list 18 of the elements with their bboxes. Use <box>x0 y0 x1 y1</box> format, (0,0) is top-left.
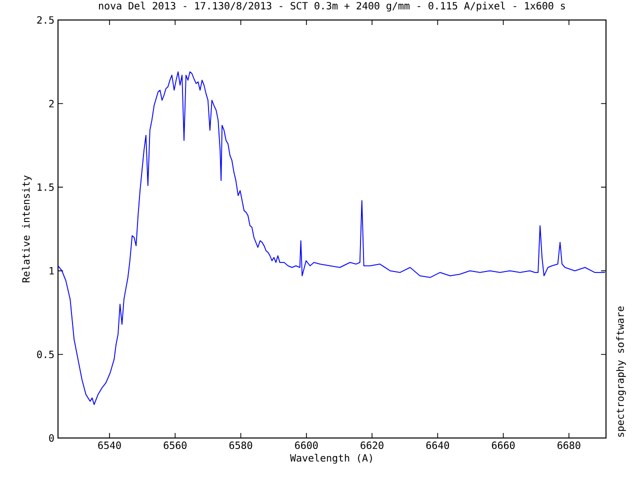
chart-title: nova Del 2013 - 17.130/8/2013 - SCT 0.3m + 2400 g/mm - 0.115 A/pixel - 1x600 s <box>99 2 565 12</box>
x-tick-label: 6640 <box>426 442 450 450</box>
y-tick-label: 1 <box>50 267 54 274</box>
y-tick-label: 1.5 <box>38 183 54 191</box>
text: spectrography software <box>616 306 626 437</box>
x-tick-label: 6620 <box>360 442 384 450</box>
x-tick-label: 6680 <box>558 442 580 450</box>
x-axis-title: Wavelength (A) <box>290 454 372 464</box>
y-tick-label: 0 <box>49 434 54 442</box>
y-axis-title: Relative intensity <box>22 175 32 282</box>
y-tick-label: 2.5 <box>37 16 54 24</box>
y-tick-label: 0.5 <box>37 350 54 358</box>
x-tick-label: 6540 <box>98 442 121 450</box>
x-tick-label: 6580 <box>229 442 252 450</box>
x-tick-label: 6660 <box>492 442 515 450</box>
y-tick-label: 2 <box>49 100 54 108</box>
x-tick-label: 6560 <box>164 442 187 450</box>
x-tick-label: 6600 <box>295 442 318 450</box>
